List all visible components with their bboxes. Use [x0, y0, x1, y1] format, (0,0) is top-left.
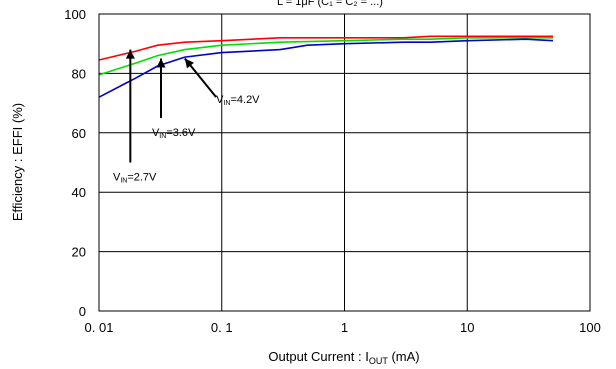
x-tick-label: 100: [579, 320, 601, 335]
x-tick-label: 0. 1: [211, 320, 233, 335]
annotation-arrowhead-2: [156, 58, 166, 68]
annotation-arrowhead-1: [184, 58, 194, 69]
y-tick-label: 0: [79, 304, 86, 319]
x-axis-label: Output Current : IOUT (mA): [268, 349, 419, 366]
y-tick-label: 20: [72, 245, 86, 260]
y-tick-labels: 0 20 40 60 80 100: [64, 7, 86, 319]
y-axis-label: Efficiency : EFFI (%): [10, 103, 25, 221]
series-lines: [98, 35, 554, 98]
x-tick-labels: 0. 01 0. 1 1 10 100: [85, 320, 601, 335]
y-tick-label: 60: [72, 126, 86, 141]
series-line-2: [98, 36, 553, 76]
series-line-3: [98, 38, 554, 98]
chart-title-fragment: L = 1μF (C₁ = C₂ = ...): [277, 0, 383, 8]
y-tick-label: 100: [64, 7, 86, 22]
x-tick-label: 1: [341, 320, 348, 335]
grid-lines: [98, 13, 591, 312]
plot-frame: [98, 13, 591, 312]
y-tick-label: 80: [72, 66, 86, 81]
annotation-label-3: VIN=2.7V: [113, 171, 157, 184]
annotation-label-1: VIN=4.2V: [216, 94, 260, 107]
x-tick-label: 10: [460, 320, 474, 335]
series-line-1: [98, 35, 553, 61]
annotation-arrowhead-3: [125, 49, 135, 59]
x-tick-label: 0. 01: [85, 320, 114, 335]
annotation-label-2: VIN=3.6V: [152, 127, 196, 140]
y-tick-label: 40: [72, 185, 86, 200]
annotations: VIN=4.2V VIN=3.6V VIN=2.7V: [113, 49, 260, 184]
